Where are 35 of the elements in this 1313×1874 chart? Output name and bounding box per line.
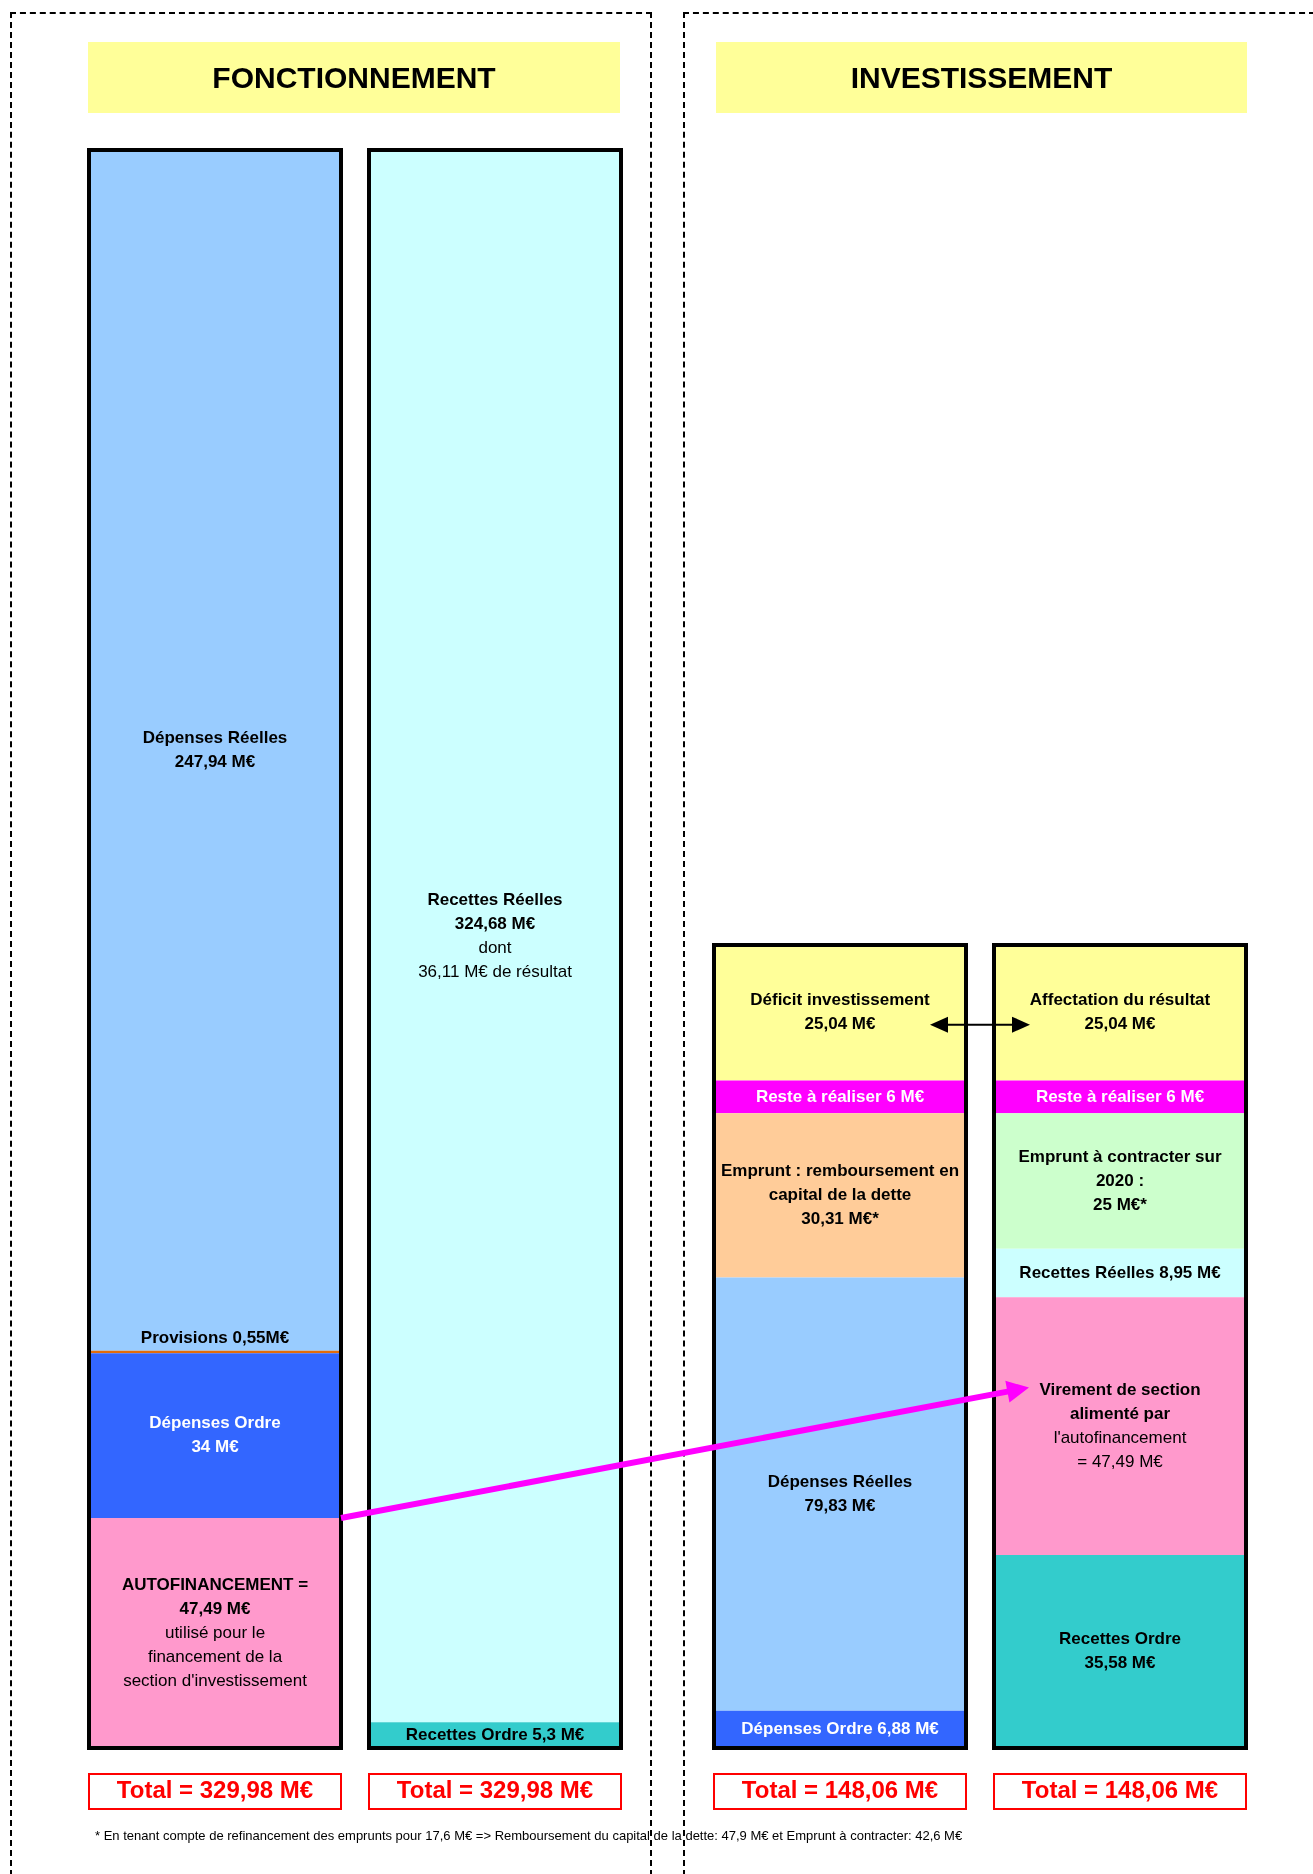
series-label: Emprunt à contracter sur 2020 : <box>1018 1146 1222 1190</box>
data-label: 324,68 M€ dont 36,11 M€ de résultat <box>418 913 573 981</box>
data-label: 25,04 M€ <box>1084 1014 1156 1034</box>
chart-title: INVESTISSEMENT <box>716 42 1247 113</box>
text: Recettes Réelles 8,95 M€ <box>1019 1262 1221 1282</box>
total-label: Total = 329,98 M€ <box>396 1775 594 1803</box>
data-label: 47,49 M€ utilisé pour le financement de la section d'investissement <box>123 1598 308 1690</box>
data-label: 25,04 M€ <box>804 1014 876 1034</box>
series-label: Dépenses Réelles <box>142 728 288 748</box>
series-label: Dépenses Ordre <box>149 1413 281 1433</box>
chart-title: FONCTIONNEMENT <box>88 42 620 113</box>
series-label: Virement de section <box>1039 1379 1201 1399</box>
series-label: Emprunt : remboursement en capital de la dette <box>720 1161 960 1205</box>
text: * En tenant compte de refinancement des emprunts pour 17,6 M€ => Remboursement du capital de la dette: 47,9 M€ et Emprunt à contracter: 42,6 M€ <box>95 1828 964 1843</box>
text: Provisions 0,55M€ <box>140 1328 290 1348</box>
data-label: 34 M€ <box>191 1437 240 1457</box>
series-label: Recettes Ordre <box>1059 1629 1181 1649</box>
series-label: Recettes Réelles <box>427 889 563 909</box>
series-label: AUTOFINANCEMENT = <box>121 1574 309 1594</box>
text: Dépenses Ordre 6,88 M€ <box>741 1719 939 1739</box>
series-label: Affectation du résultat <box>1029 990 1211 1010</box>
data-label: 30,31 M€* <box>801 1209 880 1229</box>
total-label: Total = 148,06 M€ <box>741 1775 939 1803</box>
data-label: 35,58 M€ <box>1084 1653 1156 1673</box>
data-label: 247,94 M€ <box>174 752 256 772</box>
text: Reste à réaliser 6 M€ <box>755 1086 925 1106</box>
data-label: alimenté par l'autofinancement = 47,49 M€ <box>1053 1403 1187 1471</box>
total-label: Total = 148,06 M€ <box>1021 1775 1219 1803</box>
data-label: 79,83 M€ <box>804 1495 876 1515</box>
data-label: 25 M€* <box>1093 1194 1148 1214</box>
series-label: Déficit investissement <box>750 990 931 1010</box>
total-label: Total = 329,98 M€ <box>116 1775 314 1803</box>
text: Reste à réaliser 6 M€ <box>1035 1086 1205 1106</box>
text: Recettes Ordre 5,3 M€ <box>405 1724 585 1744</box>
series-label: Dépenses Réelles <box>767 1471 913 1491</box>
